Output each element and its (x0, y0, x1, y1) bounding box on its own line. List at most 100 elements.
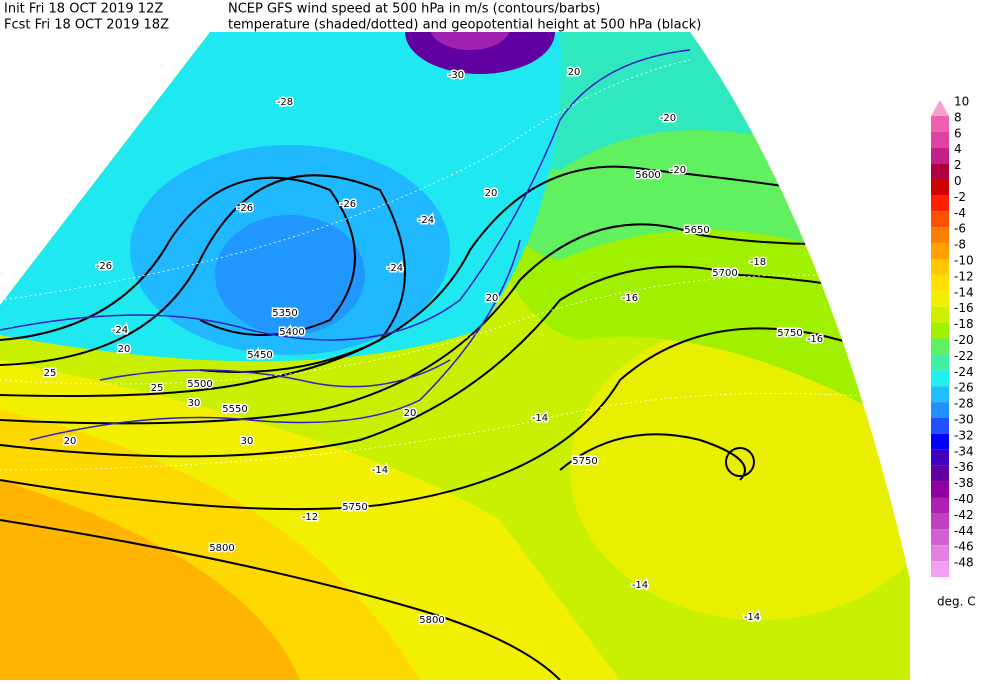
colorbar-label: 0 (954, 174, 962, 188)
init-time: Init Fri 18 OCT 2019 12Z (4, 2, 163, 17)
colorbar-swatch (931, 433, 949, 450)
contour-label: 5650 (684, 225, 709, 236)
colorbar-label: -44 (954, 524, 974, 538)
contour-label: -16 (622, 293, 638, 304)
contour-label: -30 (448, 70, 464, 81)
colorbar-label: -42 (954, 508, 974, 522)
contour-label: -18 (750, 257, 766, 268)
contour-label: -16 (807, 334, 823, 345)
contour-label: 5500 (187, 379, 212, 390)
colorbar-swatch (931, 211, 949, 228)
contour-label: 5600 (635, 170, 660, 181)
colorbar-swatch (931, 131, 949, 148)
colorbar-label: 2 (954, 158, 962, 172)
colorbar-swatch (931, 115, 949, 132)
contour-label: 20 (404, 408, 417, 419)
colorbar-swatch (931, 370, 949, 387)
contour-label: 5450 (247, 350, 272, 361)
colorbar-swatch (931, 513, 949, 530)
contour-label: 20 (64, 436, 77, 447)
contour-label: 5350 (272, 308, 297, 319)
colorbar-swatch (931, 449, 949, 466)
colorbar-label: -20 (954, 333, 974, 347)
colorbar-label: -38 (954, 476, 974, 490)
contour-label: -14 (532, 413, 548, 424)
colorbar-swatch (931, 243, 949, 259)
contour-label: 20 (568, 67, 581, 78)
contour-label: -14 (632, 580, 648, 591)
colorbar-label: -26 (954, 381, 974, 395)
contour-label: 5750 (342, 502, 367, 513)
colorbar-label: -24 (954, 365, 974, 379)
colorbar-swatch (931, 306, 949, 323)
contour-label: -26 (340, 199, 356, 210)
contour-label: -24 (387, 263, 403, 274)
contour-label: -12 (302, 512, 318, 523)
colorbar-unit: deg. C (937, 595, 976, 609)
contour-labels: 5600 5650 5700 5750 5750 5750 5800 5800 5550 5500… (42, 66, 825, 628)
contour-label: -26 (96, 261, 112, 272)
colorbar-swatch (931, 465, 949, 482)
colorbar-label: -30 (954, 412, 974, 426)
colorbar-swatch (931, 290, 949, 307)
contour-label: 5750 (572, 456, 597, 467)
colorbar-swatch (931, 322, 949, 339)
colorbar-swatch (931, 545, 949, 562)
contour-label: -14 (744, 612, 760, 623)
colorbar-swatch (931, 179, 949, 196)
colorbar-swatch (931, 561, 949, 577)
colorbar-label: -40 (954, 492, 974, 506)
colorbar-swatch (931, 259, 949, 275)
colorbar-swatch (931, 497, 949, 514)
colorbar-label: 10 (954, 94, 969, 108)
colorbar-swatch (931, 274, 949, 291)
colorbar-label: -22 (954, 349, 974, 363)
colorbar-label: 6 (954, 126, 962, 140)
contour-label: 5800 (419, 615, 444, 626)
contour-label: -24 (418, 215, 434, 226)
colorbar-label: -28 (954, 397, 974, 411)
contour-label: 5800 (209, 543, 234, 554)
contour-label: -24 (112, 325, 128, 336)
colorbar-swatch (931, 529, 949, 546)
contour-label: 25 (151, 383, 164, 394)
colorbar-label: -10 (954, 253, 974, 267)
forecast-time: Fcst Fri 18 OCT 2019 18Z (4, 18, 169, 33)
contour-label: -20 (660, 113, 676, 124)
colorbar-swatch (931, 418, 949, 434)
colorbar-label: -12 (954, 269, 974, 283)
colorbar-label: -48 (954, 556, 974, 570)
contour-label: 30 (188, 398, 201, 409)
colorbar-label: -16 (954, 301, 974, 315)
contour-label: -26 (237, 203, 253, 214)
colorbar-swatch (931, 386, 949, 403)
title: NCEP GFS wind speed at 500 hPa in m/s (c… (228, 2, 601, 17)
contour-label: 5400 (279, 327, 304, 338)
colorbar-swatch (931, 227, 949, 244)
colorbar-swatch (931, 481, 949, 498)
colorbar-swatch (931, 402, 949, 418)
contour-label: 25 (44, 368, 57, 379)
contour-label: -20 (670, 165, 686, 176)
colorbar-label: -2 (954, 190, 966, 204)
colorbar-label: -8 (954, 238, 966, 252)
colorbar-label: -46 (954, 540, 974, 554)
contour-label: 20 (118, 344, 131, 355)
contour-label: 20 (486, 293, 499, 304)
colorbar-label: -4 (954, 206, 966, 220)
subtitle: temperature (shaded/dotted) and geopoten… (228, 18, 701, 33)
colorbar-label: -6 (954, 222, 966, 236)
colorbar-swatch (931, 354, 949, 371)
colorbar-swatch (931, 147, 949, 164)
colorbar-label: -34 (954, 444, 974, 458)
contour-label: 30 (241, 436, 254, 447)
contour-label: 5750 (777, 328, 802, 339)
contour-label: -14 (372, 465, 388, 476)
contour-label: -28 (277, 97, 293, 108)
colorbar-label: -32 (954, 428, 974, 442)
colorbar-label: 8 (954, 110, 962, 124)
colorbar-swatch (931, 338, 949, 355)
contour-label: 20 (485, 188, 498, 199)
